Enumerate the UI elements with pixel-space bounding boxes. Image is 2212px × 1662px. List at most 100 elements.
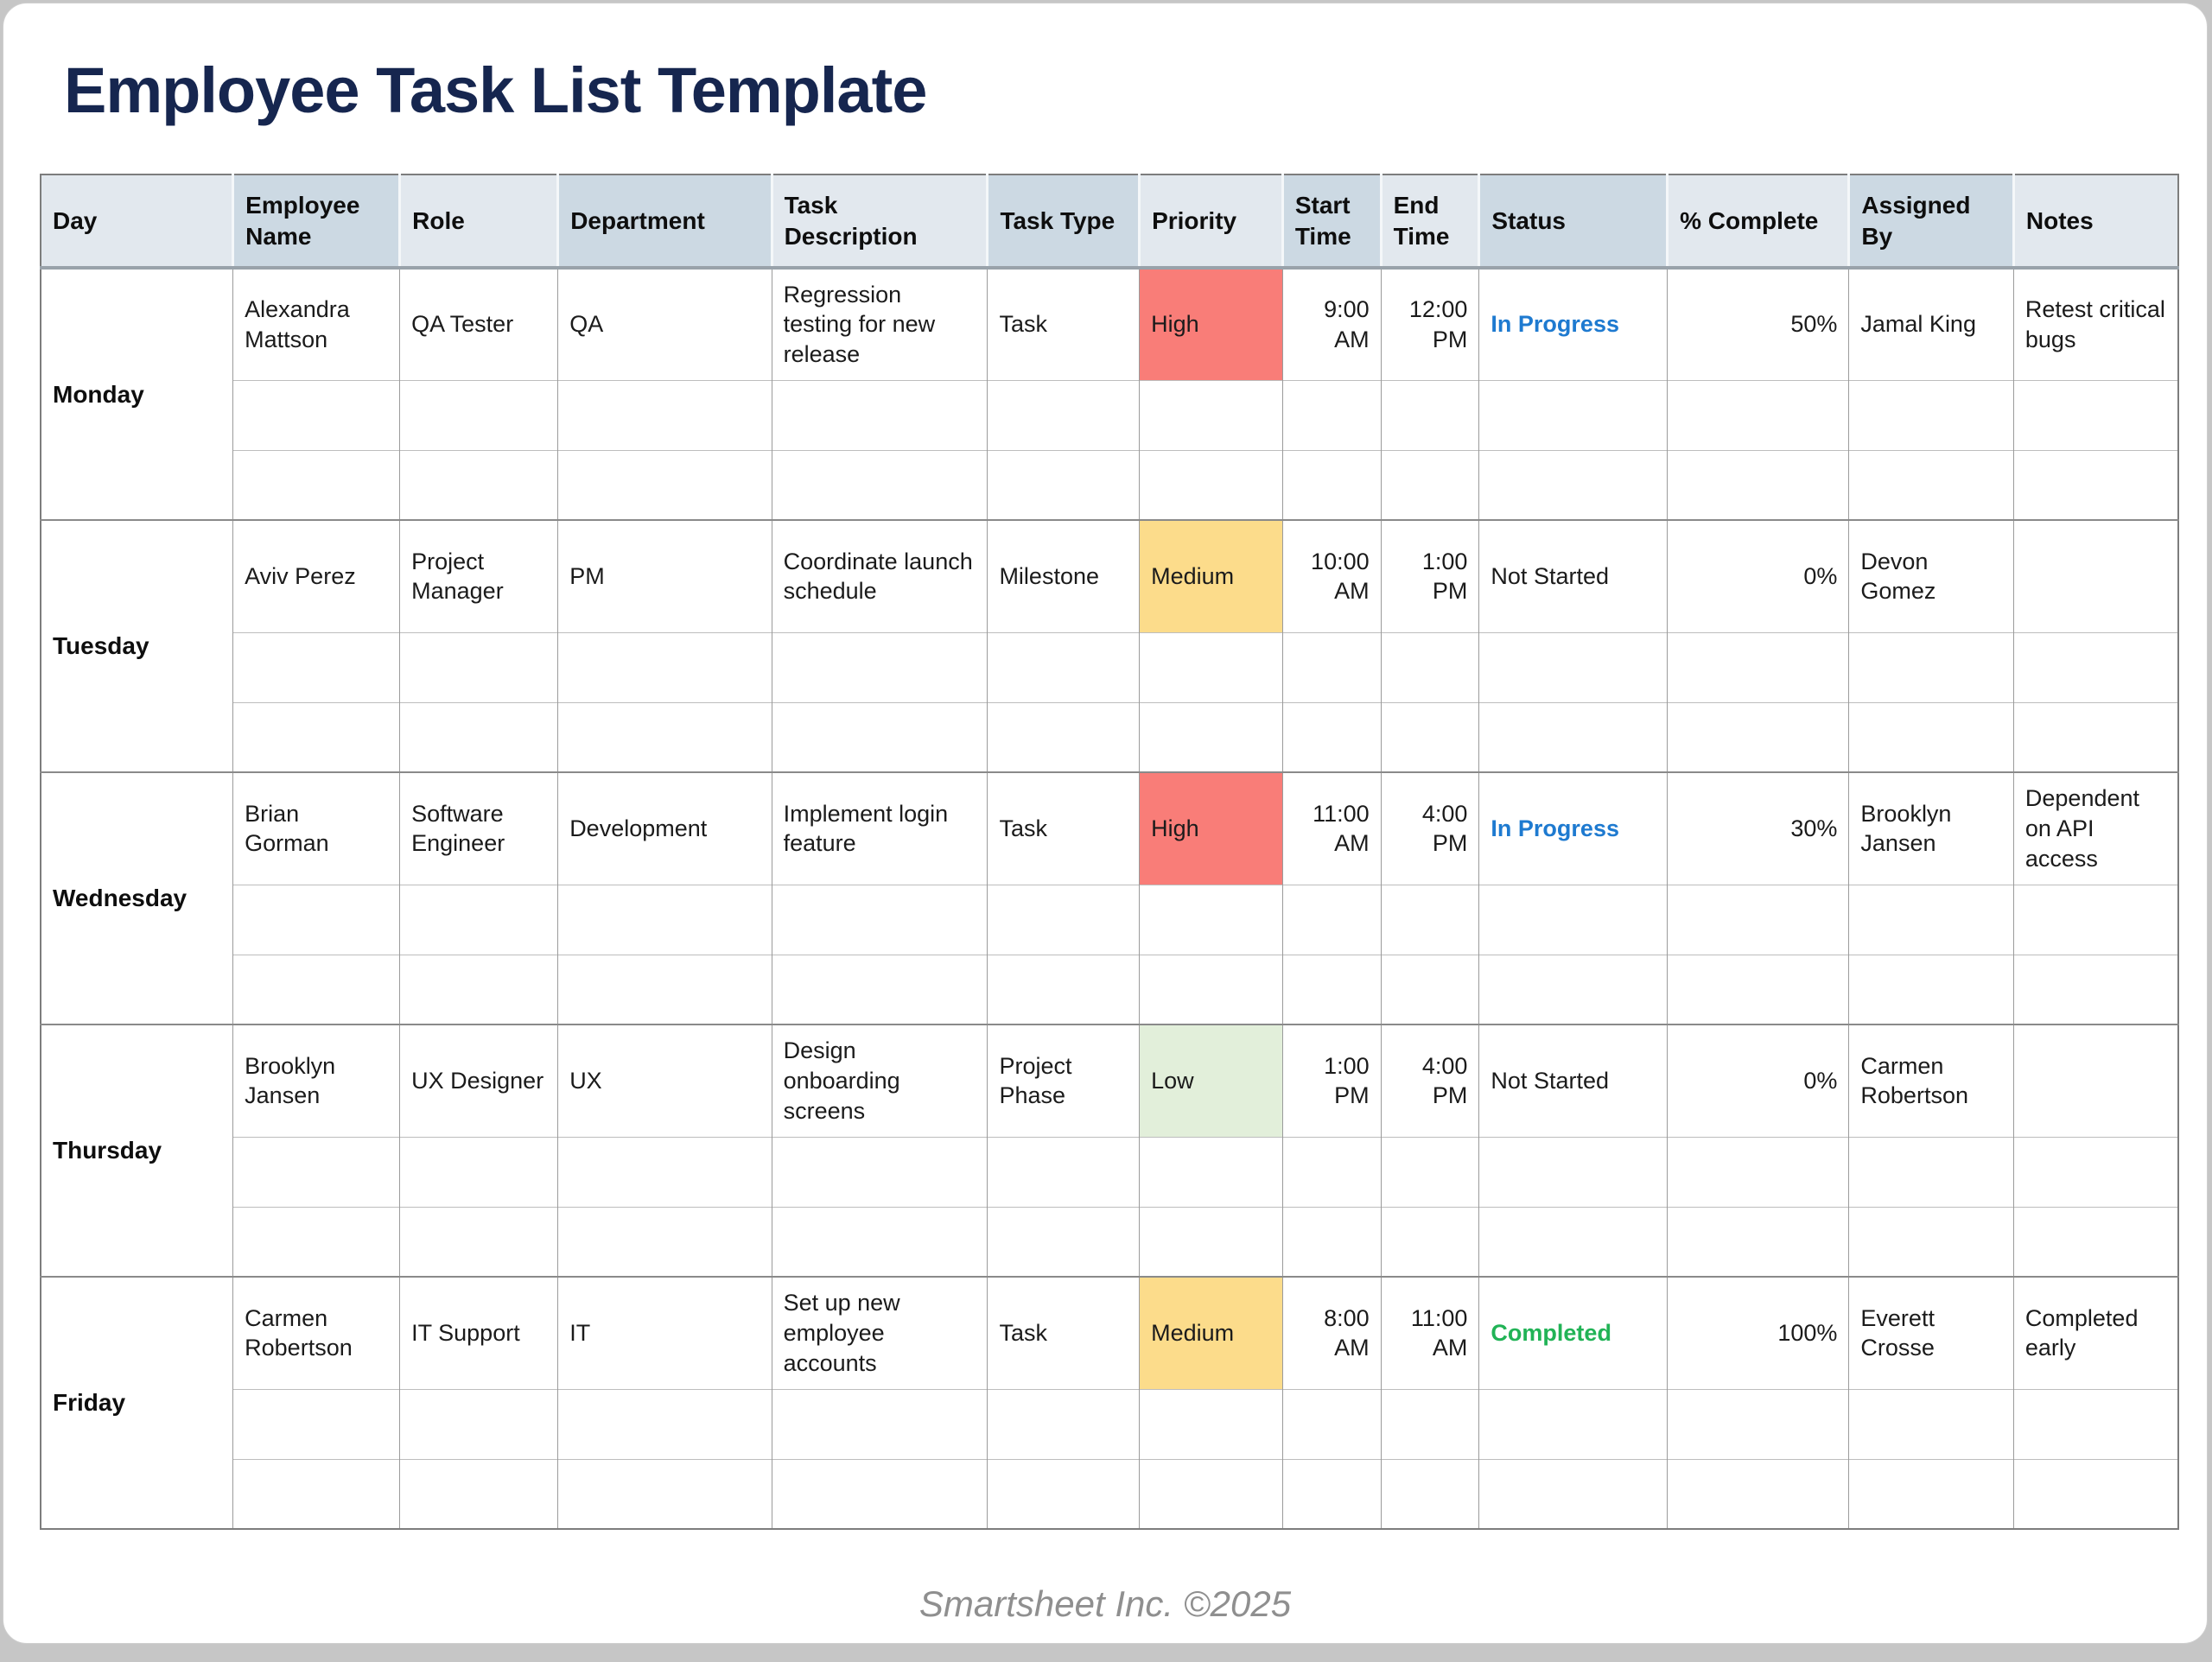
cell-empty[interactable] xyxy=(1139,379,1283,450)
cell-empty[interactable] xyxy=(987,1136,1140,1207)
cell-empty[interactable] xyxy=(771,954,988,1024)
cell-empty[interactable] xyxy=(557,1136,772,1207)
cell-empty[interactable] xyxy=(557,884,772,955)
cell-empty[interactable] xyxy=(399,1206,558,1277)
cell-assigned-by[interactable]: Brooklyn Jansen xyxy=(1848,771,2014,885)
cell-end-time[interactable]: 11:00 AM xyxy=(1380,1276,1479,1389)
cell-empty[interactable] xyxy=(2012,379,2178,450)
cell-empty[interactable] xyxy=(1848,701,2014,772)
cell-empty[interactable] xyxy=(2012,1136,2178,1207)
cell-empty[interactable] xyxy=(1281,1458,1382,1529)
cell-empty[interactable] xyxy=(1281,884,1382,955)
cell-empty[interactable] xyxy=(987,379,1140,450)
cell-empty[interactable] xyxy=(1848,1388,2014,1459)
cell-empty[interactable] xyxy=(1281,631,1382,702)
cell-empty[interactable] xyxy=(1380,1388,1479,1459)
cell-empty[interactable] xyxy=(399,884,558,955)
cell-empty[interactable] xyxy=(987,884,1140,955)
cell-empty[interactable] xyxy=(232,1206,400,1277)
cell-start-time[interactable]: 1:00 PM xyxy=(1281,1024,1382,1137)
cell-empty[interactable] xyxy=(987,701,1140,772)
cell-empty[interactable] xyxy=(1380,449,1479,520)
cell-empty[interactable] xyxy=(1478,1136,1668,1207)
cell-empty[interactable] xyxy=(1478,954,1668,1024)
cell-empty[interactable] xyxy=(987,1388,1140,1459)
cell-empty[interactable] xyxy=(1139,1136,1283,1207)
cell-empty[interactable] xyxy=(232,1136,400,1207)
cell-end-time[interactable]: 4:00 PM xyxy=(1380,1024,1479,1137)
cell-empty[interactable] xyxy=(1139,954,1283,1024)
cell-empty[interactable] xyxy=(1848,1136,2014,1207)
cell-empty[interactable] xyxy=(1667,449,1849,520)
cell-empty[interactable] xyxy=(1478,1458,1668,1529)
cell-status[interactable]: Completed xyxy=(1478,1276,1668,1389)
cell-empty[interactable] xyxy=(232,884,400,955)
cell-empty[interactable] xyxy=(1667,379,1849,450)
cell-percent-complete[interactable]: 0% xyxy=(1667,1024,1849,1137)
cell-empty[interactable] xyxy=(987,1206,1140,1277)
cell-empty[interactable] xyxy=(1848,954,2014,1024)
cell-empty[interactable] xyxy=(399,1136,558,1207)
cell-empty[interactable] xyxy=(232,954,400,1024)
cell-start-time[interactable]: 9:00 AM xyxy=(1281,267,1382,380)
cell-empty[interactable] xyxy=(399,701,558,772)
cell-empty[interactable] xyxy=(1478,631,1668,702)
cell-empty[interactable] xyxy=(1281,954,1382,1024)
cell-empty[interactable] xyxy=(1139,1388,1283,1459)
cell-empty[interactable] xyxy=(1478,449,1668,520)
cell-assigned-by[interactable]: Jamal King xyxy=(1848,267,2014,380)
cell-empty[interactable] xyxy=(1139,701,1283,772)
cell-empty[interactable] xyxy=(557,954,772,1024)
cell-empty[interactable] xyxy=(1667,1206,1849,1277)
cell-empty[interactable] xyxy=(1281,1136,1382,1207)
cell-task-description[interactable]: Set up new employee accounts xyxy=(771,1276,988,1389)
cell-task-description[interactable]: Implement login feature xyxy=(771,771,988,885)
cell-end-time[interactable]: 12:00 PM xyxy=(1380,267,1479,380)
cell-status[interactable]: Not Started xyxy=(1478,1024,1668,1137)
cell-task-description[interactable]: Design onboarding screens xyxy=(771,1024,988,1137)
cell-assigned-by[interactable]: Carmen Robertson xyxy=(1848,1024,2014,1137)
cell-priority[interactable]: Low xyxy=(1139,1024,1283,1137)
cell-empty[interactable] xyxy=(232,631,400,702)
cell-status[interactable]: In Progress xyxy=(1478,771,1668,885)
cell-empty[interactable] xyxy=(1139,884,1283,955)
cell-empty[interactable] xyxy=(1848,379,2014,450)
cell-empty[interactable] xyxy=(1848,1458,2014,1529)
cell-assigned-by[interactable]: Everett Crosse xyxy=(1848,1276,2014,1389)
cell-employee-name[interactable]: Alexandra Mattson xyxy=(232,267,400,380)
cell-employee-name[interactable]: Carmen Robertson xyxy=(232,1276,400,1389)
cell-empty[interactable] xyxy=(557,631,772,702)
cell-department[interactable]: PM xyxy=(557,519,772,632)
cell-empty[interactable] xyxy=(1380,1206,1479,1277)
cell-empty[interactable] xyxy=(1281,449,1382,520)
cell-empty[interactable] xyxy=(1478,701,1668,772)
cell-empty[interactable] xyxy=(1848,884,2014,955)
cell-empty[interactable] xyxy=(1667,701,1849,772)
cell-employee-name[interactable]: Brian Gorman xyxy=(232,771,400,885)
cell-department[interactable]: Development xyxy=(557,771,772,885)
cell-start-time[interactable]: 8:00 AM xyxy=(1281,1276,1382,1389)
cell-empty[interactable] xyxy=(1380,701,1479,772)
cell-empty[interactable] xyxy=(1139,1458,1283,1529)
cell-notes[interactable]: Retest critical bugs xyxy=(2012,267,2178,380)
cell-empty[interactable] xyxy=(1380,884,1479,955)
cell-task-type[interactable]: Project Phase xyxy=(987,1024,1140,1137)
cell-priority[interactable]: High xyxy=(1139,267,1283,380)
cell-status[interactable]: In Progress xyxy=(1478,267,1668,380)
cell-status[interactable]: Not Started xyxy=(1478,519,1668,632)
cell-end-time[interactable]: 4:00 PM xyxy=(1380,771,1479,885)
cell-empty[interactable] xyxy=(771,701,988,772)
cell-empty[interactable] xyxy=(771,1458,988,1529)
cell-empty[interactable] xyxy=(1848,631,2014,702)
cell-start-time[interactable]: 10:00 AM xyxy=(1281,519,1382,632)
cell-empty[interactable] xyxy=(987,1458,1140,1529)
cell-empty[interactable] xyxy=(2012,954,2178,1024)
cell-empty[interactable] xyxy=(557,1388,772,1459)
cell-empty[interactable] xyxy=(232,1388,400,1459)
cell-percent-complete[interactable]: 30% xyxy=(1667,771,1849,885)
cell-empty[interactable] xyxy=(2012,884,2178,955)
cell-empty[interactable] xyxy=(2012,631,2178,702)
cell-empty[interactable] xyxy=(771,379,988,450)
cell-empty[interactable] xyxy=(1380,631,1479,702)
cell-empty[interactable] xyxy=(1281,1388,1382,1459)
